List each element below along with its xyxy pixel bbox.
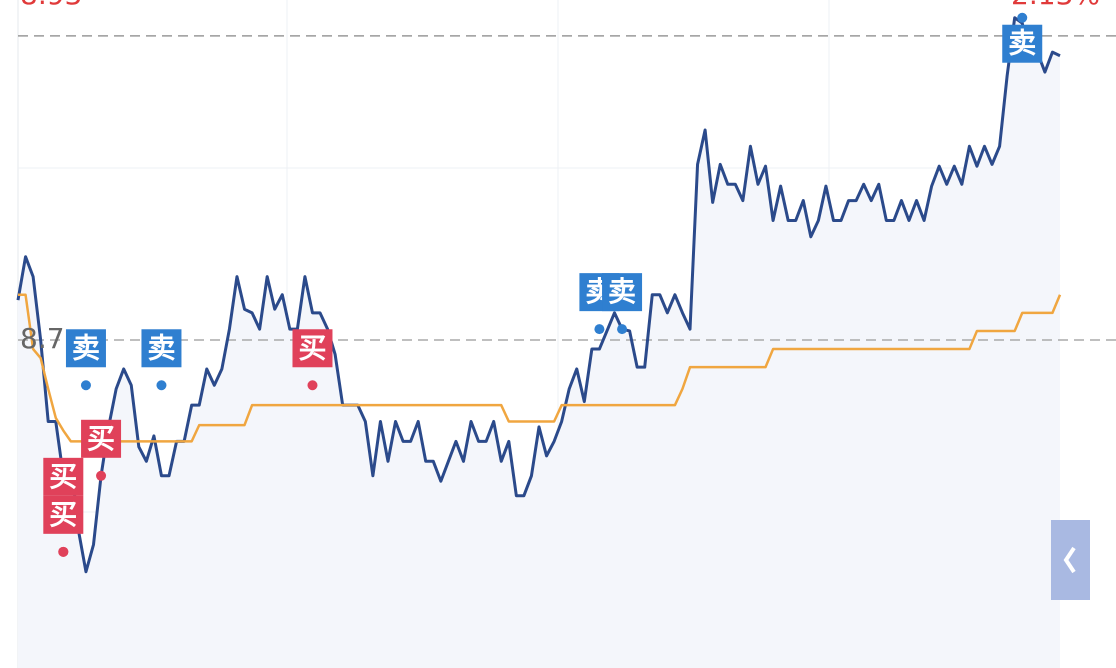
- trade-dot: [156, 380, 167, 391]
- trade-label: 买: [49, 460, 77, 493]
- trade-label: 买: [87, 422, 115, 455]
- y-tick-label: 8.56: [20, 666, 82, 668]
- trade-dot: [617, 324, 628, 335]
- trade-marker: 买: [43, 457, 84, 496]
- pct-tick-label: -2.13%: [1001, 666, 1100, 668]
- trade-dot: [594, 324, 605, 335]
- trade-marker: 卖: [602, 273, 643, 312]
- price-line: [16, 16, 1061, 574]
- price-line: [18, 293, 1062, 443]
- trade-label: 卖: [147, 331, 175, 364]
- collapse-button[interactable]: [1051, 520, 1090, 600]
- trade-box: [43, 457, 84, 496]
- trade-dot: [96, 470, 107, 481]
- trade-marker: 卖: [141, 329, 182, 368]
- button-bg[interactable]: [1051, 520, 1090, 600]
- trade-box: [141, 329, 182, 368]
- trade-box: [602, 273, 643, 312]
- trade-box: [43, 495, 84, 534]
- price-area: [18, 17, 1060, 668]
- trade-label: 卖: [72, 331, 100, 364]
- trade-marker: 卖: [65, 329, 106, 368]
- trade-marker: 买: [43, 495, 84, 534]
- trade-box: [1002, 24, 1043, 63]
- y-tick-label: 8.7: [20, 322, 65, 355]
- trade-marker: 卖: [1002, 24, 1043, 63]
- trade-label: 买: [298, 331, 326, 364]
- trade-label: 卖: [608, 275, 636, 308]
- trade-dot: [1017, 12, 1028, 23]
- trade-label: 卖: [1008, 27, 1036, 60]
- trade-dot: [58, 546, 69, 557]
- y-tick-label: 8.93: [20, 0, 82, 11]
- trade-box: [81, 419, 122, 458]
- trade-box: [65, 329, 106, 368]
- trade-marker: 买: [292, 329, 333, 368]
- trade-dot: [80, 380, 91, 391]
- trade-dot: [307, 380, 318, 391]
- trade-marker: 买: [81, 419, 122, 458]
- pct-tick-label: 2.13%: [1011, 0, 1100, 11]
- chevron-icon[interactable]: [1063, 546, 1076, 574]
- trade-label: 买: [49, 498, 77, 531]
- trade-box: [292, 329, 333, 368]
